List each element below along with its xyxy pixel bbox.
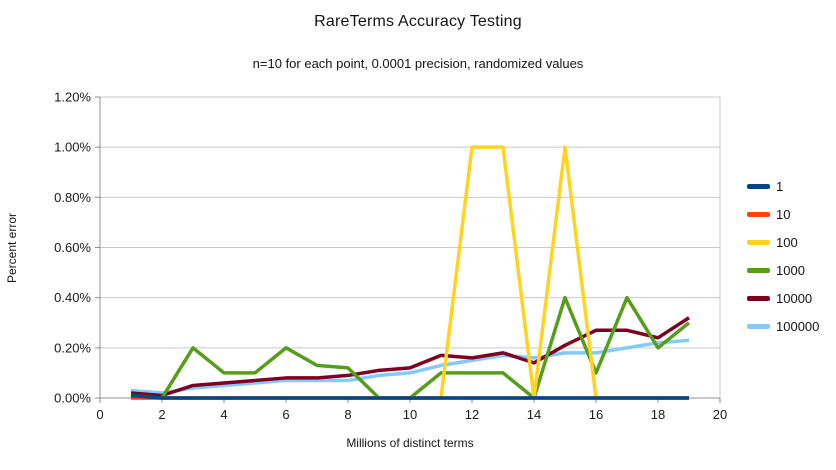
- chart-subtitle: n=10 for each point, 0.0001 precision, r…: [252, 56, 584, 71]
- legend: 1 10 100 1000 10000 100000: [747, 179, 819, 334]
- series-line-100: [131, 145, 689, 400]
- x-tick-label: 12: [465, 407, 479, 422]
- series-line-1: [130, 393, 689, 400]
- legend-swatch-icon: [747, 296, 770, 301]
- x-tick-label: 10: [403, 407, 417, 422]
- legend-item: 10000: [747, 291, 819, 306]
- legend-item: 100: [747, 235, 819, 250]
- y-tick-label: 0.40%: [54, 290, 91, 305]
- y-tick-label: 0.60%: [54, 240, 91, 255]
- y-tick-label: 0.80%: [54, 190, 91, 205]
- x-tick-label: 0: [96, 407, 103, 422]
- x-tick-label: 20: [713, 407, 727, 422]
- legend-label: 10: [776, 207, 791, 222]
- series-line-100000: [130, 338, 690, 395]
- x-tick-label: 4: [220, 407, 227, 422]
- y-tick-label: 0.00%: [54, 391, 91, 406]
- legend-label: 100: [776, 235, 798, 250]
- legend-label: 1000: [776, 263, 805, 278]
- x-axis-title: Millions of distinct terms: [346, 436, 474, 450]
- y-tick-label: 0.20%: [54, 340, 91, 355]
- x-tick-label: 16: [589, 407, 603, 422]
- chart-title: RareTerms Accuracy Testing: [314, 13, 522, 30]
- x-tick-label: 2: [158, 407, 165, 422]
- legend-label: 100000: [776, 319, 820, 334]
- legend-swatch-icon: [747, 240, 770, 245]
- x-tick-label: 14: [527, 407, 541, 422]
- y-tick-label: 1.20%: [54, 90, 91, 105]
- x-tick-label: 18: [651, 407, 665, 422]
- y-tick-label: 1.00%: [54, 140, 91, 155]
- legend-swatch-icon: [747, 324, 770, 329]
- legend-item: 1000: [747, 263, 819, 278]
- legend-item: 1: [747, 179, 819, 194]
- legend-swatch-icon: [747, 212, 770, 217]
- x-tick-label: 6: [282, 407, 289, 422]
- legend-item: 100000: [747, 319, 819, 334]
- legend-swatch-icon: [747, 184, 770, 189]
- y-axis-title: Percent error: [5, 212, 19, 284]
- series-line-10000: [130, 316, 690, 398]
- legend-label: 1: [776, 179, 784, 194]
- legend-item: 10: [747, 207, 819, 222]
- legend-swatch-icon: [747, 268, 770, 273]
- x-tick-label: 8: [344, 407, 351, 422]
- legend-label: 10000: [776, 291, 813, 306]
